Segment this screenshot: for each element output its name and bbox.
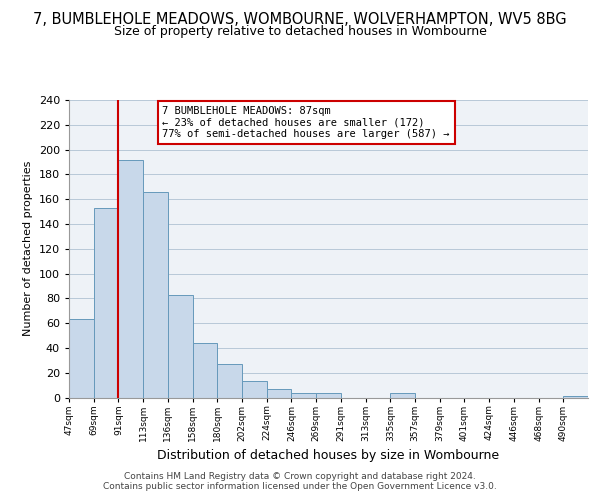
Bar	[242, 382, 267, 398]
Bar	[390, 392, 415, 398]
Text: 7, BUMBLEHOLE MEADOWS, WOMBOURNE, WOLVERHAMPTON, WV5 8BG: 7, BUMBLEHOLE MEADOWS, WOMBOURNE, WOLVER…	[33, 12, 567, 28]
Bar	[292, 392, 316, 398]
Y-axis label: Number of detached properties: Number of detached properties	[23, 161, 33, 336]
Bar	[563, 396, 588, 398]
X-axis label: Distribution of detached houses by size in Wombourne: Distribution of detached houses by size …	[157, 449, 500, 462]
Bar	[69, 320, 94, 398]
Bar	[316, 392, 341, 398]
Bar	[217, 364, 242, 398]
Bar	[94, 208, 118, 398]
Bar	[168, 294, 193, 398]
Bar	[193, 343, 217, 398]
Text: Contains HM Land Registry data © Crown copyright and database right 2024.
Contai: Contains HM Land Registry data © Crown c…	[103, 472, 497, 491]
Bar	[143, 192, 168, 398]
Bar	[267, 389, 292, 398]
Text: Size of property relative to detached houses in Wombourne: Size of property relative to detached ho…	[113, 25, 487, 38]
Text: 7 BUMBLEHOLE MEADOWS: 87sqm
← 23% of detached houses are smaller (172)
77% of se: 7 BUMBLEHOLE MEADOWS: 87sqm ← 23% of det…	[163, 106, 450, 139]
Bar	[118, 160, 143, 398]
